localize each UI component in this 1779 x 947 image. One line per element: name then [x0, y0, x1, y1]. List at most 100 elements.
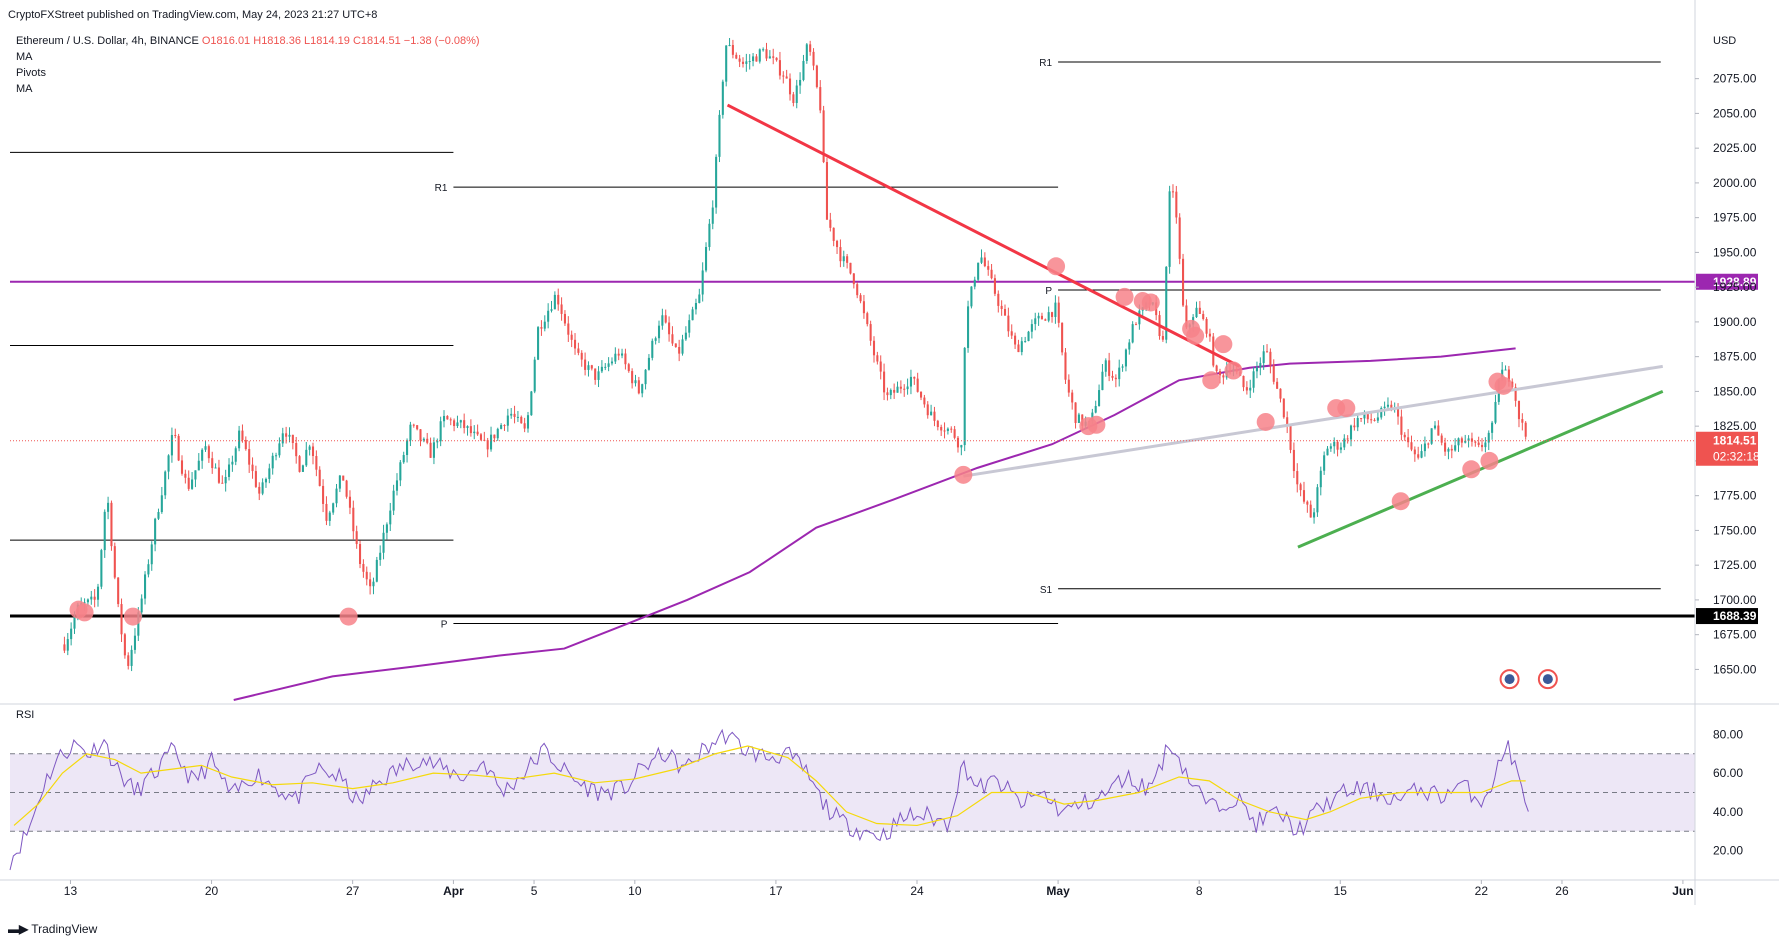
candle-body	[1316, 487, 1319, 513]
candle-body	[923, 397, 926, 405]
candle-body	[839, 247, 842, 262]
candle-body	[668, 322, 671, 335]
candle-body	[1413, 449, 1416, 455]
candle-body	[254, 471, 257, 487]
touch-marker	[1087, 415, 1106, 434]
candle-body	[369, 579, 372, 587]
candle-body	[157, 512, 160, 519]
candle-body	[500, 425, 503, 429]
candle-body	[1111, 375, 1114, 378]
candle-body	[305, 449, 308, 466]
candle-body	[392, 490, 395, 511]
time-tick-label: Apr	[443, 884, 464, 898]
candle-body	[1366, 414, 1369, 420]
candle-body	[906, 386, 909, 390]
candle-body	[1007, 315, 1010, 332]
candle-body	[809, 44, 812, 52]
candle-body	[234, 448, 237, 462]
candle-body	[1198, 307, 1201, 314]
time-tick-label: 20	[205, 884, 219, 898]
candle-body	[704, 246, 708, 271]
candle-body	[372, 581, 375, 587]
candle-body	[1336, 441, 1339, 450]
price-tick-label: 1875.00	[1713, 350, 1757, 364]
candle-body	[342, 475, 345, 481]
candle-body	[90, 596, 93, 600]
candle-body	[325, 503, 328, 521]
indicator-ma-2[interactable]: MA	[16, 83, 33, 95]
candle-body	[251, 464, 254, 472]
candle-body	[567, 323, 570, 335]
touch-marker	[1494, 376, 1513, 395]
touch-marker	[1224, 361, 1243, 380]
candle-body	[1252, 371, 1255, 388]
candle-body	[473, 431, 476, 434]
rsi-panel: 20.00 40.00 60.00 80.00	[9, 727, 1743, 871]
candle-body	[191, 479, 194, 489]
touch-marker	[1480, 451, 1499, 470]
price-tick-label: 1825.00	[1713, 419, 1757, 433]
ohlc-close: C1814.51	[352, 35, 401, 47]
candle-body	[328, 512, 331, 521]
candle-body	[1269, 351, 1272, 366]
time-tick-label: 15	[1334, 884, 1348, 898]
candle-body	[1255, 367, 1258, 372]
candle-body	[1360, 418, 1363, 420]
candle-body	[1447, 448, 1450, 452]
candle-body	[1356, 418, 1359, 428]
candle-body	[221, 482, 224, 484]
candle-body	[738, 58, 741, 62]
candle-body	[604, 366, 607, 368]
candle-body	[291, 434, 294, 444]
touch-markers	[69, 257, 1558, 690]
candle-body	[819, 87, 822, 111]
tv-brand-label: TradingView	[31, 922, 98, 936]
candle-body	[416, 425, 419, 430]
candle-body	[1131, 324, 1134, 343]
candle-body	[573, 339, 577, 349]
candle-body	[1433, 425, 1437, 429]
candle-body	[1017, 344, 1020, 353]
candle-body	[543, 321, 546, 329]
indicator-pivots[interactable]: Pivots	[16, 67, 46, 79]
candle-body	[1121, 366, 1124, 368]
time-tick-label: 17	[769, 884, 783, 898]
candle-body	[1296, 471, 1299, 485]
indicator-ma-1[interactable]: MA	[16, 51, 33, 63]
candle-body	[725, 45, 728, 82]
candle-body	[547, 310, 550, 322]
time-tick-label: 24	[910, 884, 924, 898]
candle-body	[647, 357, 650, 370]
candle-body	[563, 313, 566, 324]
candle-body	[913, 376, 916, 379]
candle-body	[627, 364, 630, 372]
candle-body	[1410, 442, 1413, 450]
candle-body	[446, 415, 449, 420]
candle-body	[1212, 336, 1215, 366]
candle-body	[825, 162, 829, 220]
candle-body	[264, 478, 268, 483]
pivot-label: R1	[435, 183, 448, 194]
candle-body	[1279, 388, 1282, 399]
candle-body	[486, 440, 489, 450]
candle-body	[987, 266, 990, 270]
rsi-title[interactable]: RSI	[16, 709, 35, 721]
ohlc-low: L1814.19	[304, 35, 350, 47]
ohlc-open: O1816.01	[201, 35, 251, 47]
candle-body	[872, 340, 876, 356]
candle-body	[1057, 302, 1060, 323]
candle-body	[1373, 419, 1376, 421]
candle-body	[127, 655, 130, 666]
candle-body	[1208, 333, 1211, 337]
candle-body	[197, 460, 200, 471]
candle-body	[1420, 451, 1423, 458]
tradingview-logo[interactable]: ▬▶ TradingView	[8, 922, 97, 936]
candle-body	[66, 639, 69, 651]
candle-body	[550, 309, 553, 311]
candle-body	[412, 424, 415, 426]
candle-body	[214, 467, 217, 469]
candle-body	[1245, 387, 1248, 391]
candle-body	[836, 240, 839, 248]
candle-body	[231, 461, 234, 465]
candle-body	[241, 430, 244, 440]
